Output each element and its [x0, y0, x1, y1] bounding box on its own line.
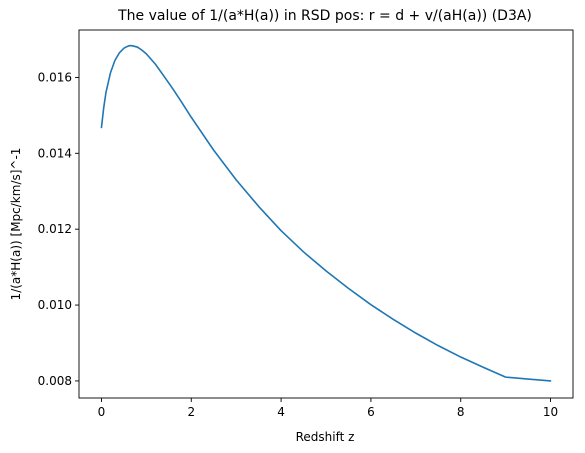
- series-line: [100, 44, 552, 382]
- x-axis-label: Redshift z: [296, 430, 355, 444]
- y-axis: 0.008 0.010 0.012 0.014 0.016: [38, 70, 79, 388]
- x-axis: 0 2 4 6 8 10: [98, 398, 558, 419]
- chart-title: The value of 1/(a*H(a)) in RSD pos: r = …: [117, 8, 532, 24]
- x-tick-label: 6: [367, 405, 375, 419]
- y-tick-label: 0.012: [38, 222, 72, 236]
- x-tick-label: 2: [187, 405, 195, 419]
- x-tick-label: 8: [457, 405, 465, 419]
- y-tick-label: 0.014: [38, 146, 72, 160]
- y-tick-label: 0.008: [38, 374, 72, 388]
- plot-area: [78, 29, 574, 399]
- axes-frame: [78, 29, 574, 399]
- x-tick-label: 10: [543, 405, 558, 419]
- x-tick-label: 0: [98, 405, 106, 419]
- y-tick-label: 0.016: [38, 70, 72, 84]
- y-axis-label: 1/(a*H(a)) [Mpc/km/s]^-1: [9, 148, 23, 301]
- x-tick-label: 4: [277, 405, 285, 419]
- y-tick-label: 0.010: [38, 298, 72, 312]
